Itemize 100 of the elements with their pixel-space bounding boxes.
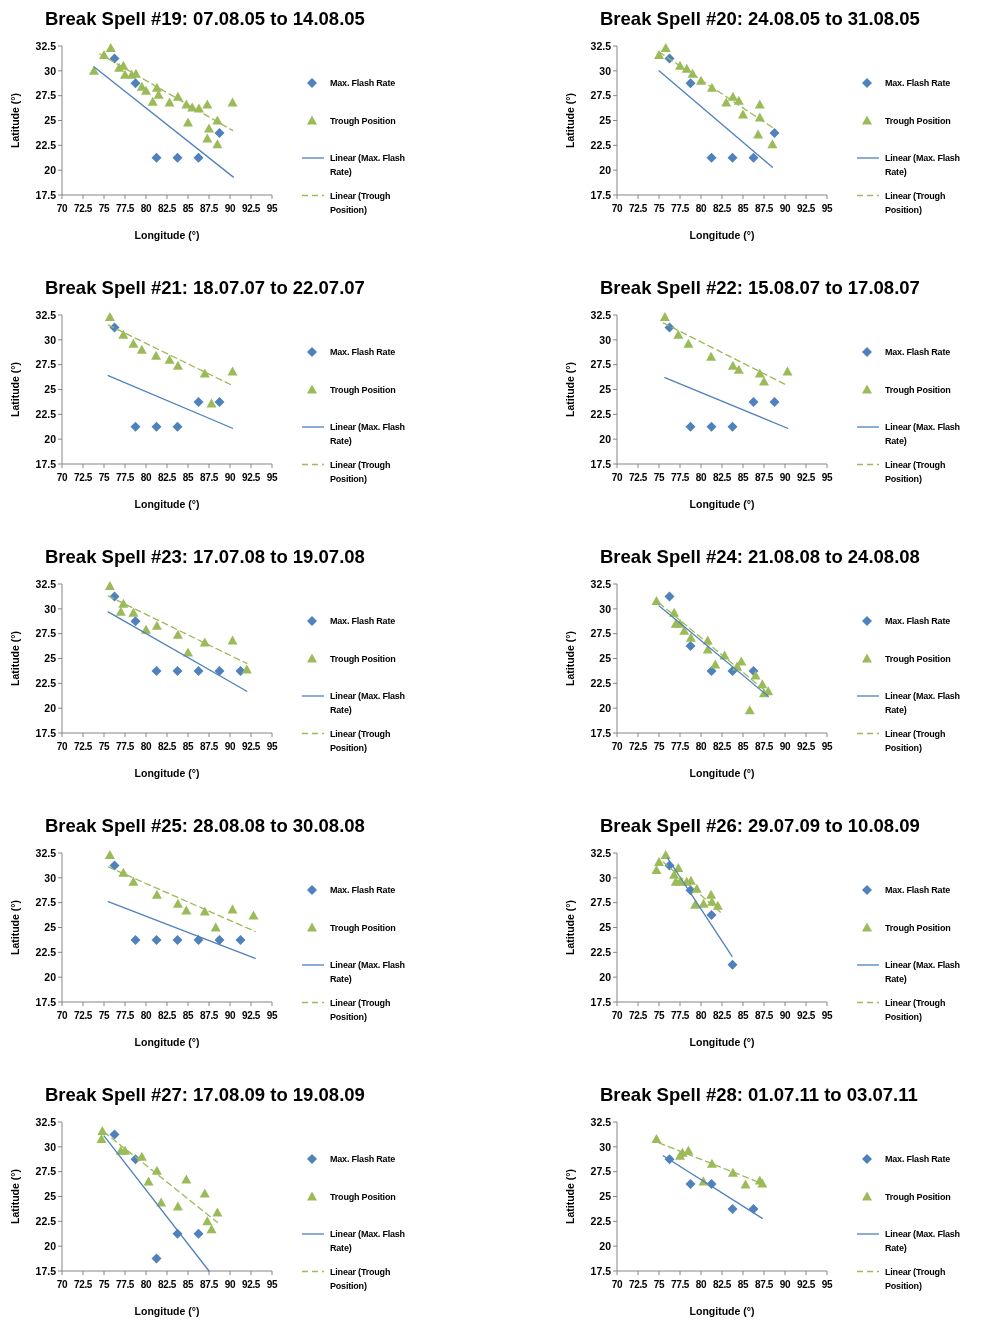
point [202, 99, 213, 109]
point [181, 1174, 192, 1184]
x-axis-title: Longitude (°) [689, 229, 755, 241]
x-tick-label: 70 [611, 472, 623, 483]
x-tick-label: 82.5 [713, 472, 732, 483]
point [104, 849, 115, 859]
y-tick-label: 27.5 [590, 1165, 612, 1178]
x-tick-label: 95 [821, 1010, 833, 1021]
point [706, 152, 717, 163]
point [685, 421, 696, 432]
point [164, 97, 175, 107]
point [759, 376, 769, 386]
x-tick-label: 82.5 [158, 1010, 177, 1021]
y-tick-label: 17.5 [590, 995, 612, 1008]
point [660, 42, 671, 52]
point [651, 595, 662, 605]
x-tick-label: 90 [224, 741, 236, 752]
legend-label: Linear (Max. Flash Rate) [330, 422, 405, 447]
point [202, 1216, 213, 1226]
y-tick-label: 20 [599, 1239, 612, 1252]
chart-title: Break Spell #25: 28.08.08 to 30.08.08 [45, 815, 365, 836]
y-tick-label: 30 [44, 1140, 57, 1153]
x-tick-label: 70 [56, 203, 68, 214]
point [151, 620, 162, 630]
x-tick-label: 87.5 [755, 741, 774, 752]
point [214, 665, 225, 676]
y-tick-label: 30 [44, 64, 57, 77]
point [141, 85, 151, 95]
point [104, 580, 115, 590]
point [685, 78, 696, 89]
point [104, 311, 115, 321]
x-tick-label: 92.5 [797, 1010, 816, 1021]
y-tick-label: 32.5 [35, 577, 57, 590]
y-tick-label: 30 [599, 64, 612, 77]
x-tick-label: 92.5 [242, 1010, 261, 1021]
point [727, 91, 738, 101]
x-tick-label: 90 [224, 1010, 236, 1021]
point [136, 344, 147, 354]
point [109, 591, 120, 602]
point [193, 934, 204, 945]
y-tick-label: 32.5 [590, 1115, 612, 1128]
y-tick-label: 25 [599, 1190, 612, 1203]
y-tick-label: 17.5 [35, 726, 57, 739]
y-axis-title: Latitude (°) [9, 1169, 21, 1224]
x-tick-label: 75 [98, 741, 110, 752]
chart-title: Break Spell #23: 17.07.08 to 19.07.08 [45, 546, 365, 567]
chart-title: Break Spell #24: 21.08.08 to 24.08.08 [600, 546, 920, 567]
legend-label: Max. Flash Rate [330, 347, 396, 358]
legend-label: Linear (Max. Flash Rate) [885, 1229, 960, 1254]
point [659, 311, 670, 321]
point [206, 1224, 217, 1234]
y-axis-title: Latitude (°) [564, 1169, 576, 1224]
x-tick-label: 95 [821, 741, 833, 752]
point [172, 421, 183, 432]
x-tick-label: 85 [182, 203, 194, 214]
point [193, 396, 204, 407]
x-tick-label: 92.5 [242, 1279, 261, 1290]
y-tick-label: 25 [599, 652, 612, 665]
y-tick-label: 17.5 [35, 1264, 57, 1277]
x-tick-label: 72.5 [629, 472, 648, 483]
legend-label: Trough Position [885, 115, 951, 126]
point [654, 856, 664, 866]
y-tick-label: 30 [44, 871, 57, 884]
x-tick-label: 82.5 [713, 203, 732, 214]
point [754, 112, 765, 122]
point [109, 322, 120, 333]
point [172, 360, 183, 370]
point [172, 665, 183, 676]
x-tick-label: 72.5 [74, 203, 93, 214]
y-tick-label: 22.5 [35, 139, 57, 152]
point [706, 351, 717, 361]
y-tick-label: 17.5 [35, 457, 57, 470]
y-tick-label: 27.5 [35, 896, 57, 909]
point [120, 1145, 130, 1155]
x-tick-label: 85 [182, 1279, 194, 1290]
x-tick-label: 75 [98, 472, 110, 483]
point [227, 635, 238, 645]
legend-label: Linear (Trough Position) [330, 190, 391, 215]
point [151, 1165, 162, 1175]
y-tick-label: 22.5 [590, 677, 612, 690]
point [690, 899, 701, 909]
point [151, 350, 162, 360]
point [151, 934, 162, 945]
legend-label: Linear (Trough Position) [330, 997, 391, 1022]
point [651, 1133, 662, 1143]
x-tick-label: 85 [182, 472, 194, 483]
y-tick-label: 30 [44, 602, 57, 615]
x-tick-label: 70 [611, 203, 623, 214]
y-tick-label: 25 [44, 114, 57, 127]
legend-label: Trough Position [330, 922, 396, 933]
point [769, 396, 780, 407]
x-tick-label: 77.5 [116, 472, 135, 483]
point [664, 591, 675, 602]
x-tick-label: 87.5 [200, 472, 219, 483]
legend-label: Trough Position [885, 1191, 951, 1202]
x-tick-label: 80 [140, 1279, 152, 1290]
x-tick-label: 82.5 [158, 472, 177, 483]
legend-label: Linear (Max. Flash Rate) [330, 1229, 405, 1254]
x-tick-label: 72.5 [74, 1279, 93, 1290]
x-tick-label: 70 [611, 741, 623, 752]
